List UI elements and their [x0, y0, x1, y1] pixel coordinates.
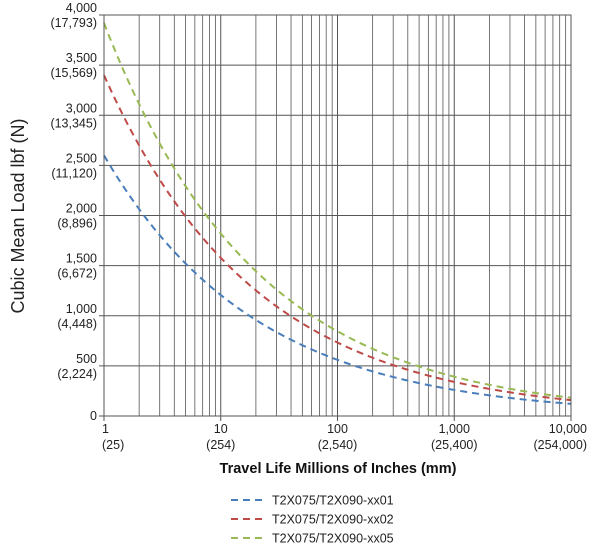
- x-tick-label: 10: [214, 422, 228, 436]
- y-tick-label: 4,000: [66, 1, 97, 15]
- x-tick-sublabel: (25): [102, 438, 124, 452]
- y-tick-label: 2,500: [66, 151, 97, 165]
- x-tick-sublabel: (2,540): [318, 438, 358, 452]
- y-tick-sublabel: (2,224): [57, 367, 97, 381]
- x-tick-label: 1,000: [439, 422, 470, 436]
- x-tick-sublabel: (254,000): [533, 438, 587, 452]
- legend-label-1: T2X075/T2X090-xx01: [272, 494, 394, 508]
- y-tick-sublabel: (4,448): [57, 317, 97, 331]
- y-tick-label: 500: [76, 352, 97, 366]
- grid-lines: [104, 15, 571, 416]
- series-line-3: [103, 22, 572, 399]
- y-tick-sublabel: (8,896): [57, 217, 97, 231]
- y-tick-labels: 0 500(2,224) 1,000(4,448) 1,500(6,672) 2,000…: [50, 1, 104, 423]
- legend: T2X075/T2X090-xx01 T2X075/T2X090-xx02 T2X0…: [231, 494, 394, 546]
- x-tick-labels: 1 (25) 10 (254) 100 (2,540) 1,000 (25,400) 10,00…: [102, 416, 587, 452]
- y-tick-label: 3,000: [66, 101, 97, 115]
- y-tick-label: 0: [90, 409, 97, 423]
- x-tick-label: 100: [327, 422, 348, 436]
- y-tick-label: 3,500: [66, 51, 97, 65]
- y-tick-sublabel: (11,120): [51, 166, 97, 180]
- y-tick-sublabel: (6,672): [57, 267, 97, 281]
- legend-label-3: T2X075/T2X090-xx05: [272, 532, 394, 546]
- y-tick-label: 1,500: [66, 252, 97, 266]
- x-axis-label: Travel Life Millions of Inches (mm): [220, 461, 457, 477]
- x-tick-sublabel: (25,400): [431, 438, 478, 452]
- series-lines: [103, 22, 572, 405]
- legend-label-2: T2X075/T2X090-xx02: [272, 513, 394, 527]
- y-tick-sublabel: (17,793): [50, 16, 97, 30]
- y-tick-label: 1,000: [66, 302, 97, 316]
- y-tick-label: 2,000: [66, 202, 97, 216]
- series-line-2: [103, 74, 572, 402]
- x-tick-label: 1: [102, 422, 109, 436]
- y-tick-sublabel: (15,569): [50, 66, 97, 80]
- series-line-1: [103, 154, 572, 405]
- x-tick-sublabel: (254): [206, 438, 235, 452]
- y-axis-label: Cubic Mean Load lbf (N): [8, 118, 28, 313]
- y-tick-sublabel: (13,345): [50, 116, 97, 130]
- x-tick-label: 10,000: [549, 422, 587, 436]
